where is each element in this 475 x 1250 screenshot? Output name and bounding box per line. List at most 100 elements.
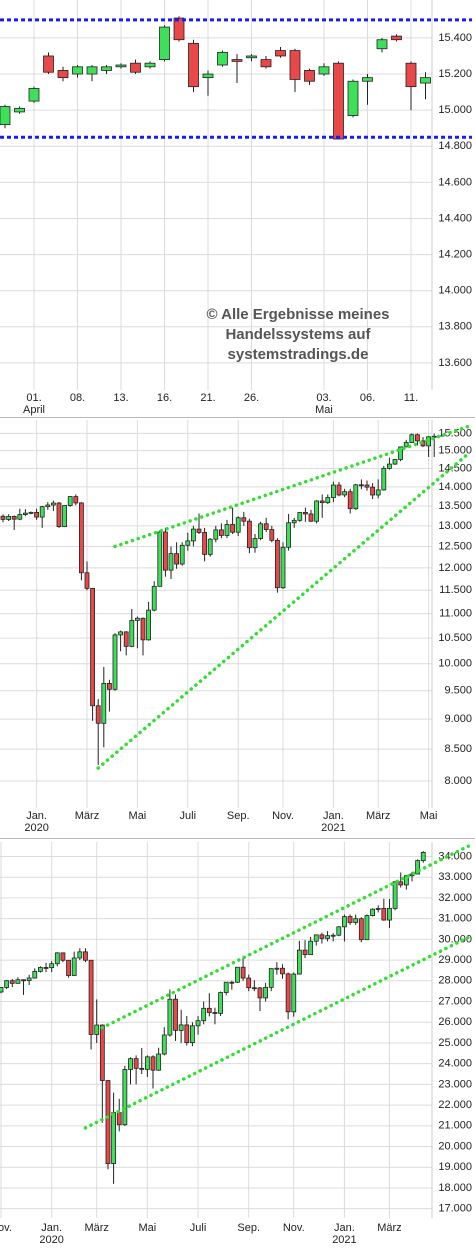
candle-body	[178, 1024, 184, 1031]
x-tick-label: 01.	[26, 392, 41, 404]
candle-body	[386, 463, 392, 469]
candle-body	[235, 517, 241, 533]
x-tick-label: 26.	[244, 392, 259, 404]
candle-body	[115, 64, 127, 68]
x-tick-label: Nov.	[283, 1222, 305, 1234]
candle-body	[67, 496, 73, 506]
candle-body	[140, 617, 146, 641]
candle-body	[414, 434, 420, 442]
candle-body	[358, 484, 364, 487]
candle-body	[105, 1080, 111, 1165]
candle-body	[308, 940, 314, 956]
y-tick-label: 11.500	[439, 584, 472, 596]
candle-body	[122, 1069, 128, 1126]
candle-body	[201, 1007, 207, 1022]
x-tick-label: Mai	[420, 810, 438, 822]
candle-body	[370, 908, 375, 916]
candle-body	[118, 631, 123, 636]
y-tick-label: 19.000	[438, 1161, 472, 1173]
candle-body	[173, 17, 185, 41]
x-tick-label: 08.	[70, 392, 85, 404]
x-tick-label: 16.	[157, 392, 172, 404]
candle-body	[318, 66, 330, 75]
candle-body	[101, 66, 112, 71]
x-tick-label: März	[75, 810, 99, 822]
candle-body	[235, 966, 240, 983]
watermark: Handelssystems auf	[225, 326, 371, 343]
x-tick-label: März	[377, 1222, 401, 1234]
candle-body	[291, 973, 297, 1013]
x-group-label: 2021	[321, 822, 345, 834]
candle-body	[28, 511, 34, 514]
candle-body	[342, 916, 347, 928]
candle-body	[370, 486, 376, 496]
candle-body	[6, 515, 11, 520]
x-tick-label: Jan.	[334, 1222, 355, 1234]
candle-body	[71, 957, 77, 976]
candle-body	[260, 59, 272, 68]
candle-body	[66, 959, 71, 976]
candle-body	[157, 531, 163, 587]
candle-body	[387, 907, 392, 921]
candle-body	[26, 977, 32, 981]
candle-body	[151, 585, 157, 611]
candle-body	[77, 951, 83, 959]
candle-body	[179, 544, 185, 565]
candle-body	[398, 446, 404, 460]
candle-body	[403, 442, 409, 448]
candle-body	[218, 529, 224, 536]
y-tick-label: 30.000	[438, 933, 472, 945]
candle-body	[304, 70, 315, 82]
watermark: systemstradings.de	[228, 346, 369, 363]
candle-body	[0, 515, 6, 520]
y-tick-label: 14.000	[438, 481, 472, 493]
candle-body	[185, 540, 191, 546]
candle-body	[39, 506, 45, 518]
y-tick-label: 12.500	[438, 540, 472, 552]
x-tick-label: 21.	[200, 392, 215, 404]
candle-body	[162, 531, 168, 571]
candle-body	[51, 502, 56, 506]
y-tick-label: 21.000	[438, 1120, 472, 1132]
candle-body	[43, 967, 49, 969]
candle-body	[342, 491, 348, 496]
candle-body	[72, 66, 83, 75]
x-tick-label: Mai	[129, 810, 147, 822]
candle-body	[297, 512, 303, 521]
candle-body	[123, 631, 129, 647]
candle-body	[302, 949, 308, 956]
candle-body	[391, 35, 402, 41]
candle-body	[62, 505, 67, 528]
candle-body	[325, 497, 331, 504]
x-tick-label: Juli	[180, 810, 197, 822]
candle-body	[190, 528, 196, 542]
x-tick-label: Jan.	[323, 810, 344, 822]
candle-body	[28, 88, 40, 102]
x-group-label: 2021	[332, 1234, 356, 1246]
y-tick-label: 11.000	[439, 608, 472, 620]
trend-line	[113, 424, 470, 549]
candle-body	[263, 523, 269, 530]
candle-body	[99, 1024, 105, 1081]
candle-body	[184, 1024, 190, 1044]
y-tick-label: 15.200	[438, 68, 472, 80]
candle-body	[144, 1056, 150, 1070]
candle-body	[291, 519, 297, 524]
candle-body	[251, 987, 257, 990]
y-tick-label: 10.000	[438, 658, 472, 670]
candle-body	[330, 484, 336, 498]
candle-body	[336, 484, 342, 496]
y-tick-label: 18.000	[438, 1182, 472, 1194]
x-tick-label: Sep.	[237, 1222, 260, 1234]
y-tick-label: 13.500	[438, 500, 472, 512]
candle-body	[246, 520, 252, 549]
candle-body	[381, 908, 387, 921]
candle-body	[353, 918, 359, 923]
candle-body	[241, 517, 247, 522]
candle-body	[224, 524, 230, 536]
candle-body	[296, 949, 302, 975]
candle-body	[275, 50, 286, 57]
y-tick-label: 14.800	[438, 140, 472, 152]
x-tick-label: Nov.	[0, 1222, 12, 1234]
